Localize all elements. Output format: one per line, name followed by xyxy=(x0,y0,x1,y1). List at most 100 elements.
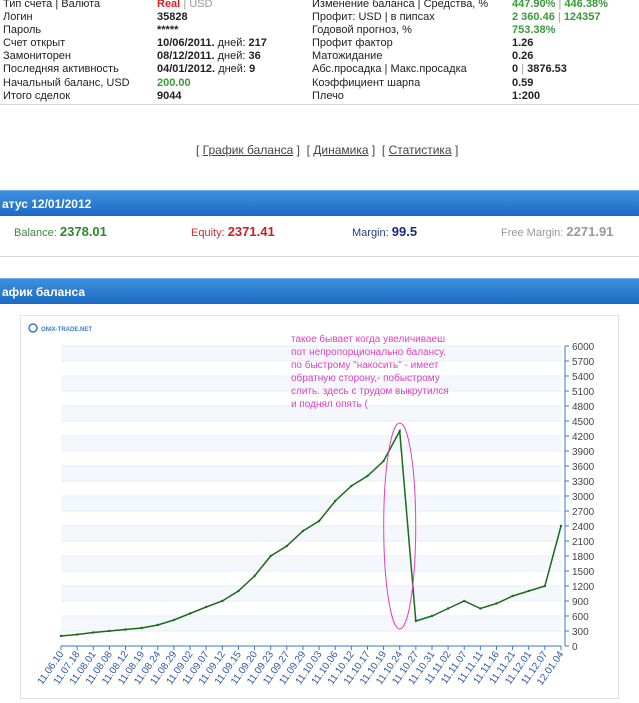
y-tick-label: 300 xyxy=(572,627,589,638)
data-point xyxy=(108,629,111,633)
opened-days-value: 217 xyxy=(248,37,267,50)
equity-item: Equity: 2371.41 xyxy=(191,224,275,239)
last-activity-date-value: 04/01/2012. xyxy=(157,63,216,76)
profit-factor-value: 1.26 xyxy=(512,37,534,50)
info-divider xyxy=(0,104,639,105)
info-row-leverage: Плечо xyxy=(312,89,344,102)
data-point xyxy=(463,599,466,603)
equity-value: 2371.41 xyxy=(227,224,275,239)
free-margin-value: 2271.91 xyxy=(566,224,614,239)
y-tick-label: 3000 xyxy=(572,492,595,503)
sharpe-value: 0.59 xyxy=(512,76,534,89)
monitored-days-value: 36 xyxy=(248,50,261,63)
y-tick-label: 3300 xyxy=(572,477,595,488)
y-tick-label: 5400 xyxy=(572,372,595,383)
data-point xyxy=(285,544,289,548)
account-type-value: Real xyxy=(157,0,181,10)
status-divider xyxy=(0,256,639,257)
y-tick-label: 2100 xyxy=(572,537,595,548)
margin-item: Margin: 99.5 xyxy=(352,224,417,239)
status-header: атус 12/01/2012 xyxy=(0,190,639,216)
expectancy-value: 0.26 xyxy=(512,50,534,63)
total-trades-value: 9044 xyxy=(157,89,182,102)
annotation-line: по быстрому "накосить" - имеет xyxy=(291,359,439,371)
highlight-ellipse xyxy=(383,422,417,630)
info-row-opened: Счет открыт xyxy=(3,37,66,50)
data-point xyxy=(301,529,305,533)
annual-forecast-value: 753.38% xyxy=(512,24,556,37)
free-margin-item: Free Margin: 2271.91 xyxy=(501,224,613,239)
y-tick-label: 3900 xyxy=(572,447,595,458)
equity-change-value: 446.38% xyxy=(564,0,608,10)
data-point xyxy=(495,602,498,605)
info-row-monitored: Замониторен xyxy=(3,50,72,63)
y-tick-label: 6000 xyxy=(572,342,595,353)
y-tick-label: 600 xyxy=(572,612,589,623)
y-tick-label: 5100 xyxy=(572,387,595,398)
margin-value: 99.5 xyxy=(391,224,418,239)
data-point xyxy=(92,631,95,634)
data-point xyxy=(59,634,63,638)
last-activity-days-value: 9 xyxy=(249,63,256,76)
password-value: ***** xyxy=(157,24,179,37)
data-point xyxy=(543,584,547,588)
info-row-profit-factor: Профит фактор xyxy=(312,37,393,50)
profit-pips-value: 124357 xyxy=(563,11,601,24)
grid-lines xyxy=(61,345,561,647)
info-row-sharpe: Коэффициент шарпа xyxy=(312,76,421,89)
data-point xyxy=(430,614,434,618)
annotation-line: обратную сторону,- побыстрому xyxy=(291,372,440,384)
chart-links: [ График баланса ] [ Динамика ] [ Статис… xyxy=(196,143,459,157)
data-point xyxy=(479,607,482,610)
monitored-days-label: дней: xyxy=(217,50,246,63)
annotation-line: и поднял опять ( xyxy=(291,399,368,410)
sun-icon xyxy=(28,323,38,333)
y-tick-label: 900 xyxy=(572,597,589,608)
currency-value: USD xyxy=(189,0,213,10)
info-row-password: Пароль xyxy=(3,24,42,37)
status-row: Balance: 2378.01 Equity: 2371.41 Margin:… xyxy=(0,224,639,246)
y-tick-label: 1200 xyxy=(572,582,595,593)
balance-label: Balance: xyxy=(14,227,57,239)
data-point xyxy=(156,623,159,627)
data-point xyxy=(511,594,514,598)
balance-chart-link[interactable]: График баланса xyxy=(202,143,294,157)
account-info-left-values: Real | USD 35828 ***** 10/06/2011. дней:… xyxy=(157,0,267,102)
annotation-line: слить. здесь с трудом выкрутился xyxy=(291,386,449,397)
profit-usd-value: 2 360.46 xyxy=(512,11,555,24)
data-point xyxy=(237,589,240,593)
account-info-table: Тип счета | Валюта Логин Пароль Счет отк… xyxy=(0,0,639,103)
data-point xyxy=(204,605,208,609)
info-row-last-activity: Последняя активность xyxy=(3,63,119,76)
abs-drawdown-value: 0 xyxy=(512,63,519,76)
y-axis: 0 300 600 900 1200 1500 1800 2100 2400 2700 3000 33… xyxy=(564,342,595,653)
statistics-link[interactable]: Статистика xyxy=(388,143,452,157)
data-point xyxy=(188,612,192,615)
margin-label: Margin: xyxy=(352,227,389,239)
y-tick-label: 4800 xyxy=(572,402,595,413)
y-tick-label: 3600 xyxy=(572,462,595,473)
max-drawdown-value: 3876.53 xyxy=(527,63,567,76)
info-row-annual-forecast: Годовой прогноз, % xyxy=(312,24,412,37)
x-axis: 11.06.1011.07.1811.08.0111.08.0811.08.12… xyxy=(36,645,567,688)
dynamics-link[interactable]: Динамика xyxy=(313,143,369,157)
data-point xyxy=(172,618,176,622)
data-point xyxy=(140,626,143,630)
y-tick-label: 1800 xyxy=(572,552,595,563)
data-point xyxy=(350,484,353,488)
balance-item: Balance: 2378.01 xyxy=(14,224,107,239)
y-tick-label: 1500 xyxy=(572,567,595,578)
monitored-date-value: 08/12/2011. xyxy=(157,50,215,63)
data-point xyxy=(269,554,272,558)
y-tick-label: 2400 xyxy=(572,522,595,533)
y-tick-label: 4500 xyxy=(572,417,595,428)
last-activity-days-label: дней: xyxy=(218,63,246,76)
y-tick-label: 2700 xyxy=(572,507,595,518)
chart-header: афик баланса xyxy=(0,278,639,304)
balance-change-value: 447.90% xyxy=(512,0,556,10)
opened-date-value: 10/06/2011. xyxy=(157,37,215,50)
data-point xyxy=(317,519,321,523)
info-row-expectancy: Матожидание xyxy=(312,50,383,63)
data-point xyxy=(124,628,127,631)
